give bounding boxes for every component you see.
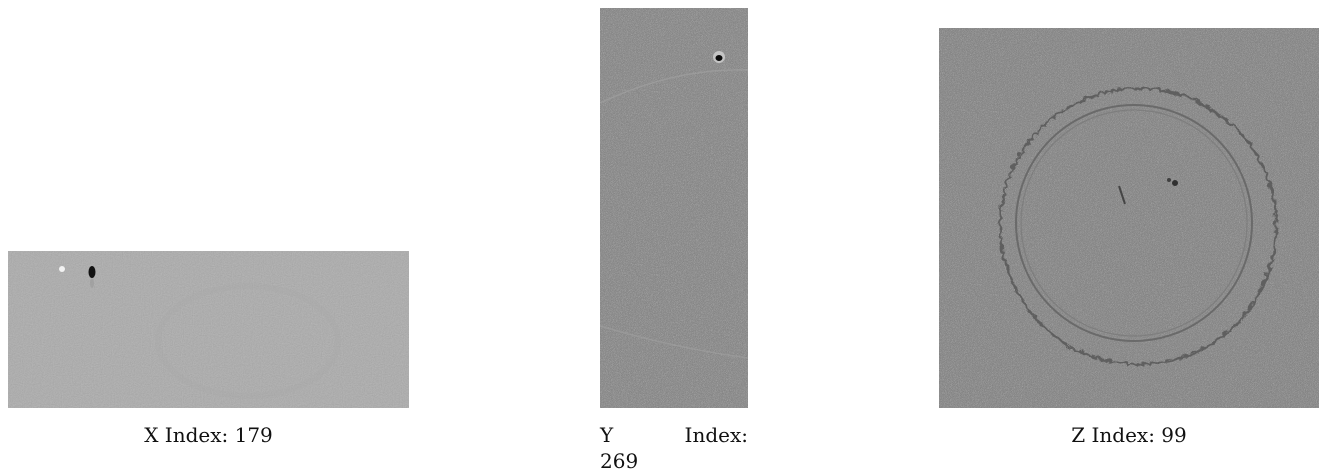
z-slice-inner-membrane (1015, 104, 1253, 342)
z-slice-outer-membrane (996, 84, 1276, 364)
z-slice-dark-marker (1172, 180, 1178, 186)
z-slice-caption: Z Index: 99 (1071, 423, 1187, 447)
x-slice-caption: X Index: 179 (144, 423, 273, 447)
x-slice-white-speck (59, 266, 65, 272)
x-slice-dark-marker (88, 266, 96, 278)
y-slice-caption-line2: 269 (600, 449, 639, 473)
x-slice-image (8, 251, 409, 408)
y-slice-image (600, 8, 748, 408)
y-slice-caption: Y Index: (600, 422, 748, 448)
y-slice-caption-line1: Y Index: (600, 423, 748, 447)
y-slice-dark-marker (715, 55, 723, 61)
z-slice-image (939, 28, 1319, 408)
